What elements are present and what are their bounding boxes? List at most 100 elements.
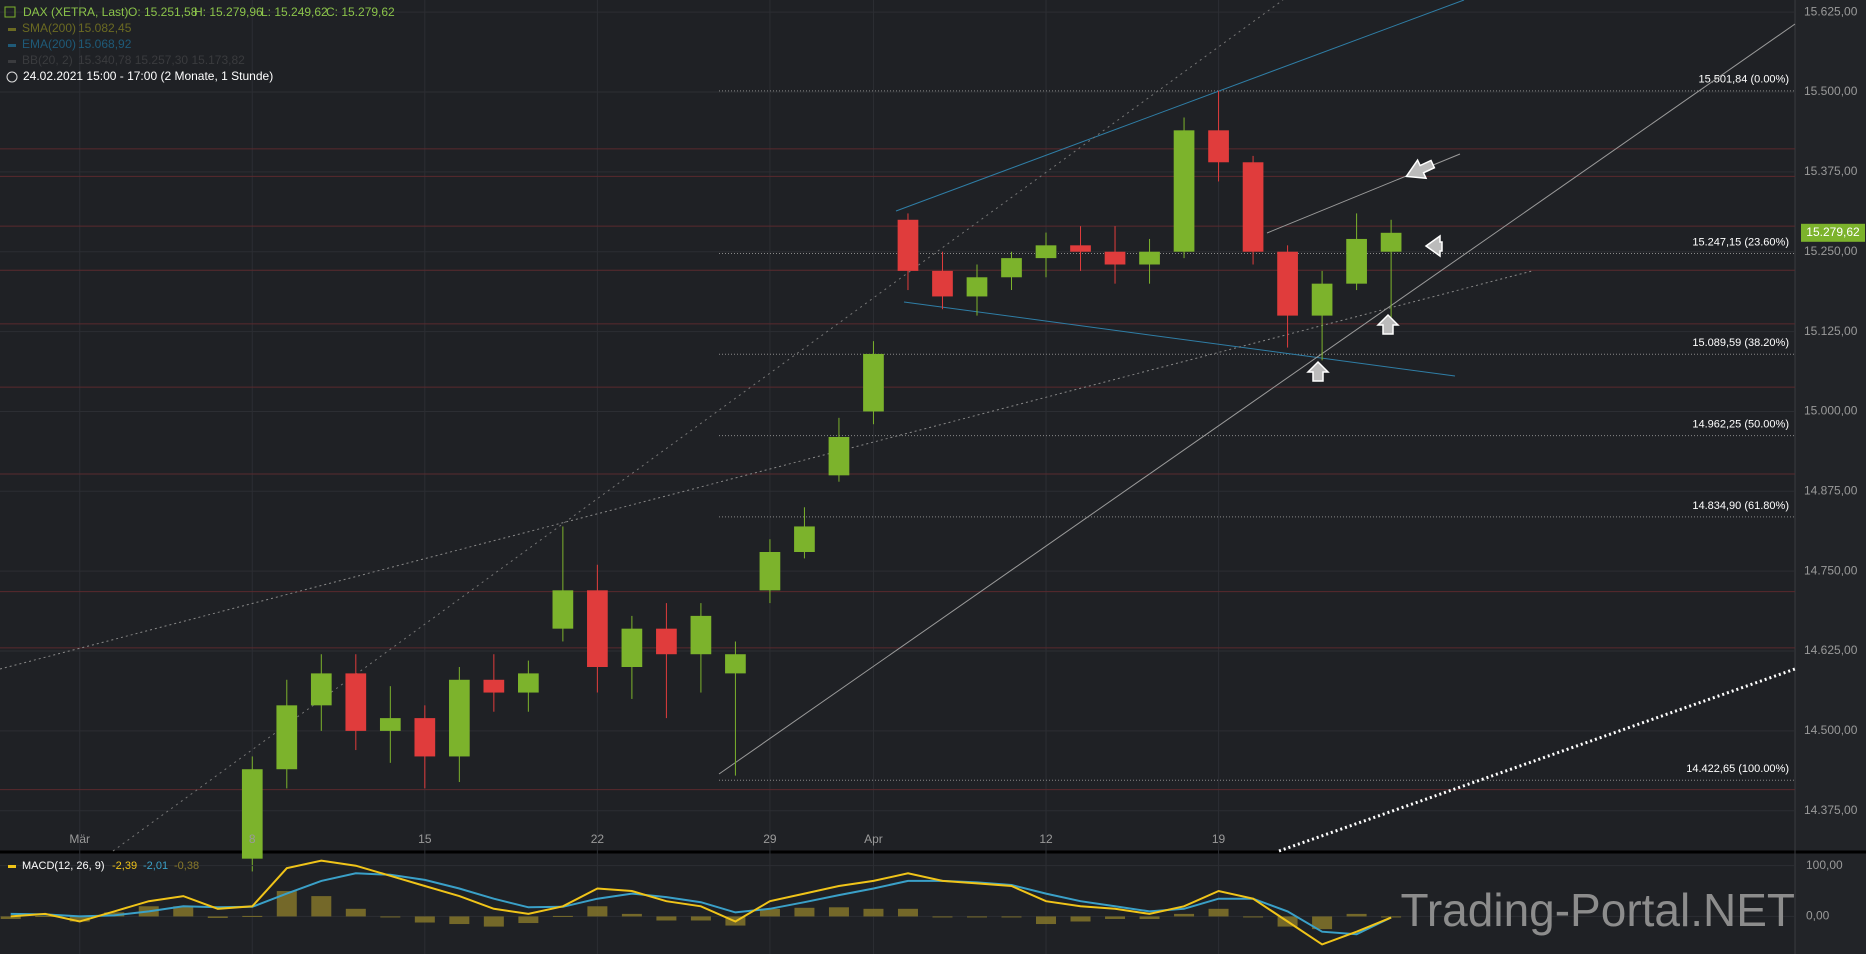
- trend-line: [903, 301, 1456, 377]
- histogram-bar: [449, 916, 470, 925]
- histogram-bar: [1001, 916, 1022, 918]
- y-tick-label: 14.500,00: [1804, 723, 1858, 737]
- x-tick-label: Mär: [69, 832, 90, 846]
- candle-body: [345, 673, 367, 731]
- candle-body: [310, 673, 332, 706]
- histogram-bar: [828, 907, 849, 917]
- legend-swatch: [8, 44, 16, 47]
- histogram-bar: [207, 916, 228, 918]
- indicator-value: 15.340,78 15.257,30 15.173,82: [78, 53, 245, 67]
- levels: 15.501,84 (0.00%) 15.247,15 (23.60%) 15.08…: [0, 74, 1795, 791]
- histogram-bar: [1139, 916, 1160, 919]
- y-tick-label: 100,00: [1806, 858, 1843, 872]
- indicator-name: EMA(200): [22, 37, 76, 51]
- period: 24.02.2021 15:00 - 17:00 (2 Monate, 1 St…: [23, 69, 273, 83]
- x-tick-label: 29: [763, 832, 777, 846]
- macd-line: [10, 859, 1392, 946]
- histogram-bar: [552, 915, 573, 917]
- header: DAX (XETRA, Last) O: 15.251,58 H: 15.279…: [4, 5, 395, 83]
- legend-swatch: [8, 60, 16, 63]
- price-axis-bg: [1795, 0, 1866, 954]
- macd-value: -2,01: [143, 860, 168, 872]
- y-tick-label: 14.375,00: [1804, 803, 1858, 817]
- histogram-bar: [1105, 916, 1126, 919]
- arrows: [1306, 158, 1443, 382]
- macd-name: MACD(12, 26, 9): [22, 860, 105, 872]
- fib-label: 15.089,59 (38.20%): [1692, 337, 1789, 349]
- histogram-bar: [414, 916, 435, 923]
- histogram-bar: [1346, 913, 1367, 917]
- arrow: [1306, 360, 1330, 382]
- histogram-bar: [69, 916, 90, 922]
- macd-value: -0,38: [174, 860, 199, 872]
- trend-line: [1278, 667, 1796, 853]
- histogram-bar: [587, 906, 608, 917]
- histogram-bar: [690, 916, 711, 921]
- y-tick-label: 0,00: [1806, 909, 1830, 923]
- x-tick-label: Apr: [864, 832, 883, 846]
- histogram-bar: [621, 913, 642, 917]
- watermark: Trading-Portal.NET: [1400, 884, 1795, 936]
- candle-body: [1380, 232, 1402, 252]
- histogram-bar: [173, 906, 194, 917]
- arrow: [1405, 158, 1436, 180]
- candle-body: [966, 277, 988, 297]
- trend-line: [895, 0, 1465, 212]
- candle-body: [1070, 245, 1091, 252]
- y-tick-label: 15.625,00: [1804, 4, 1858, 18]
- legend-swatch: [8, 865, 16, 868]
- indicator-name: BB(20, 2): [22, 53, 73, 67]
- trend-line: [0, 270, 1533, 670]
- candle-body: [690, 615, 712, 655]
- y-tick-label: 14.875,00: [1804, 483, 1858, 497]
- candle-body: [1346, 238, 1367, 284]
- icon: [4, 6, 16, 18]
- indicator-value: 15.068,92: [78, 37, 132, 51]
- arrow: [1376, 313, 1400, 335]
- y-tick-label: 15.375,00: [1804, 164, 1858, 178]
- candle-body: [276, 705, 298, 770]
- trend-line: [718, 23, 1796, 775]
- candle-body: [621, 628, 643, 667]
- indicator-value: 15.082,45: [78, 21, 132, 35]
- fib-label: 14.422,65 (100.00%): [1686, 763, 1789, 775]
- histogram-bar: [1208, 908, 1229, 917]
- x-tick-label: 12: [1039, 832, 1053, 846]
- fib-label: 14.962,25 (50.00%): [1692, 418, 1789, 430]
- y-tick-label: 15.250,00: [1804, 244, 1858, 258]
- histogram-bar: [1036, 916, 1057, 925]
- trend-line: [112, 0, 1284, 852]
- candle-body: [552, 590, 574, 629]
- histogram-bar: [518, 916, 539, 924]
- candle-body: [1173, 130, 1195, 252]
- candle-body: [1208, 130, 1229, 163]
- histogram-bar: [897, 908, 918, 917]
- last-price-label: 15.279,62: [1806, 225, 1860, 239]
- x-tick-label: 22: [591, 832, 605, 846]
- y-tick-label: 15.125,00: [1804, 324, 1858, 338]
- histogram-bar: [483, 916, 504, 927]
- candle-body: [1001, 258, 1022, 278]
- candle-body: [483, 679, 505, 693]
- candle-body: [1277, 251, 1298, 316]
- y-tick-label: 14.625,00: [1804, 643, 1858, 657]
- indicator-name: SMA(200): [22, 21, 76, 35]
- y-tick-label: 14.750,00: [1804, 563, 1858, 577]
- macd-value: -2,39: [112, 860, 137, 872]
- candle-body: [759, 552, 781, 591]
- candle-body: [828, 437, 850, 476]
- histogram-bar: [380, 916, 401, 918]
- histogram-bar: [1312, 916, 1333, 930]
- x-tick-label: 19: [1212, 832, 1226, 846]
- candle-body: [725, 654, 746, 674]
- arrow: [1424, 234, 1443, 258]
- candle-body: [794, 526, 815, 552]
- ohlc: H: 15.279,96: [194, 5, 263, 19]
- candles: [241, 90, 1402, 872]
- ohlc: O: 15.251,58: [128, 5, 198, 19]
- fib-label: 15.501,84 (0.00%): [1698, 74, 1789, 86]
- histogram-bar: [345, 908, 366, 917]
- histogram-bar: [656, 916, 677, 921]
- candle-body: [863, 353, 884, 412]
- histogram-bar: [863, 908, 884, 917]
